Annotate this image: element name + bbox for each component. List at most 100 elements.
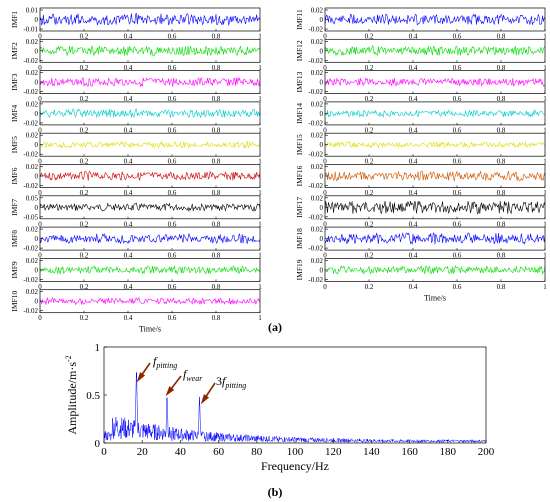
imf-y-tick-label: -0.02 bbox=[308, 88, 323, 96]
imf-x-tick-label: 1 bbox=[543, 158, 547, 166]
imf-x-tick-label: 0.2 bbox=[365, 126, 374, 134]
imf-x-tick-label: 1 bbox=[258, 220, 262, 228]
imf-signal-line bbox=[324, 108, 546, 118]
imf-x-tick-label: 0 bbox=[38, 126, 42, 134]
imf-x-tick-label: 1 bbox=[258, 283, 262, 291]
imf-x-tick-label: 0.2 bbox=[365, 220, 374, 228]
imf-x-tick-label: 0.4 bbox=[124, 220, 133, 228]
imf-x-tick-label: 0 bbox=[323, 158, 327, 166]
imf-x-tick-label: 0 bbox=[38, 220, 42, 228]
imf-y-tick-label: 0 bbox=[35, 266, 39, 274]
imf-x-tick-label: 0.6 bbox=[453, 220, 462, 228]
imf-y-tick-label: 0.01 bbox=[26, 7, 39, 15]
spectrum-x-tick-label: 180 bbox=[440, 446, 457, 458]
imf-x-tick-label: 0.8 bbox=[497, 126, 506, 134]
panel-label-b: (b) bbox=[268, 485, 283, 499]
imf-x-tick-label: 0 bbox=[323, 189, 327, 197]
imf-x-tick-label: 0.6 bbox=[168, 64, 177, 72]
imf-y-tick-label: -0.02 bbox=[23, 276, 38, 284]
imf-right-column: 0.020-0.020 0.2 0.4 0.6 0.8 1IMF110.020-0.020… bbox=[295, 7, 547, 303]
imf-y-tick-label: 0.02 bbox=[311, 257, 324, 265]
imf-y-tick-label: 0 bbox=[35, 141, 39, 149]
spectrum-series-line bbox=[103, 372, 487, 444]
imf-x-tick-label: 1 bbox=[543, 252, 547, 260]
imf-name-label: IMF1 bbox=[10, 11, 19, 28]
imf-x-tick-label: 0.2 bbox=[80, 283, 89, 291]
imf-x-tick-label: 0 bbox=[323, 64, 327, 72]
imf-x-tick-label: 0.4 bbox=[124, 33, 133, 41]
imf-y-tick-label: 0 bbox=[35, 110, 39, 118]
imf-x-tick-label: 1 bbox=[258, 126, 262, 134]
imf-y-tick-label: 0.02 bbox=[311, 100, 324, 108]
imf-y-tick-label: 0.02 bbox=[26, 38, 39, 46]
imf-x-tick-label: 0.4 bbox=[124, 189, 133, 197]
imf-x-tick-label: 0 bbox=[38, 252, 42, 260]
imf-y-tick-label: 0.05 bbox=[26, 194, 39, 202]
imf-signal-line bbox=[39, 296, 261, 306]
imf-x-tick-label: 0 bbox=[38, 158, 42, 166]
annotation-arrowhead-icon bbox=[200, 394, 210, 405]
imf-y-tick-label: -0.02 bbox=[308, 182, 323, 190]
imf-x-tick-label: 0.4 bbox=[409, 220, 418, 228]
imf-x-tick-label: 0.6 bbox=[168, 220, 177, 228]
imf-y-tick-label: -0.01 bbox=[23, 26, 38, 34]
spectrum-x-tick-label: 100 bbox=[287, 446, 304, 458]
imf-x-tick-label: 0.6 bbox=[168, 126, 177, 134]
imf-name-label: IMF4 bbox=[10, 105, 19, 122]
spectrum-y-tick-label: 0 bbox=[95, 438, 101, 450]
imf-name-label: IMF8 bbox=[10, 230, 19, 247]
imf-y-tick-label: -0.02 bbox=[23, 307, 38, 315]
imf-x-tick-label: 0.2 bbox=[365, 189, 374, 197]
imf-x-tick-label: 0 bbox=[38, 33, 42, 41]
imf-x-tick-label: 1 bbox=[543, 126, 547, 134]
imf-signal-line bbox=[39, 45, 261, 57]
imf-x-tick-label: 0.6 bbox=[453, 158, 462, 166]
imf-x-tick-label: 0.6 bbox=[168, 283, 177, 291]
imf-x-tick-label: 0.8 bbox=[212, 126, 221, 134]
imf-y-tick-label: 0 bbox=[320, 110, 324, 118]
imf-y-tick-label: 0.02 bbox=[26, 132, 39, 140]
imf-x-tick-label: 0.2 bbox=[80, 33, 89, 41]
imf-y-tick-label: 0.02 bbox=[26, 100, 39, 108]
imf-name-label: IMF15 bbox=[295, 134, 304, 155]
imf-x-tick-label: 0.2 bbox=[80, 95, 89, 103]
spectrum-x-tick-label: 160 bbox=[401, 446, 418, 458]
imf-x-tick-label: 0.8 bbox=[212, 189, 221, 197]
imf-x-tick-label: 0.6 bbox=[453, 64, 462, 72]
imf-x-tick-label: 0.2 bbox=[80, 189, 89, 197]
imf-signal-line bbox=[324, 232, 546, 246]
imf-x-tick-label: 0.8 bbox=[497, 252, 506, 260]
imf-y-tick-label: 0 bbox=[320, 16, 324, 24]
imf-y-tick-label: 0 bbox=[320, 47, 324, 55]
imf-y-tick-label: -0.02 bbox=[308, 213, 323, 221]
imf-x-tick-label: 0.6 bbox=[453, 252, 462, 260]
imf-x-tick-label: 0 bbox=[38, 314, 42, 322]
imf-x-tick-label: 0.4 bbox=[409, 252, 418, 260]
imf-y-tick-label: 0.02 bbox=[311, 132, 324, 140]
imf-x-tick-label: 0.4 bbox=[409, 189, 418, 197]
imf-signal-line bbox=[324, 264, 546, 275]
imf-x-tick-label: 0.8 bbox=[497, 283, 506, 291]
imf-y-tick-label: -0.02 bbox=[23, 245, 38, 253]
imf-x-tick-label: 0.8 bbox=[212, 314, 221, 322]
imf-x-tick-label: 1 bbox=[543, 283, 547, 291]
imf-x-tick-label: 1 bbox=[543, 33, 547, 41]
spectrum-x-tick-label: 200 bbox=[478, 446, 495, 458]
imf-y-tick-label: -0.02 bbox=[308, 245, 323, 253]
imf-signal-line bbox=[324, 77, 546, 87]
imf-y-tick-label: 0 bbox=[35, 173, 39, 181]
imf-y-tick-label: 0.02 bbox=[26, 257, 39, 265]
imf-x-tick-label: 0.2 bbox=[365, 158, 374, 166]
imf-axes-frame bbox=[39, 164, 261, 188]
imf-x-tick-label: 0.6 bbox=[168, 95, 177, 103]
imf-y-tick-label: 0 bbox=[35, 235, 39, 243]
imf-x-tick-label: 0.2 bbox=[365, 252, 374, 260]
imf-y-tick-label: 0.02 bbox=[26, 226, 39, 234]
imf-x-tick-label: 0 bbox=[38, 95, 42, 103]
imf-y-tick-label: 0 bbox=[320, 141, 324, 149]
